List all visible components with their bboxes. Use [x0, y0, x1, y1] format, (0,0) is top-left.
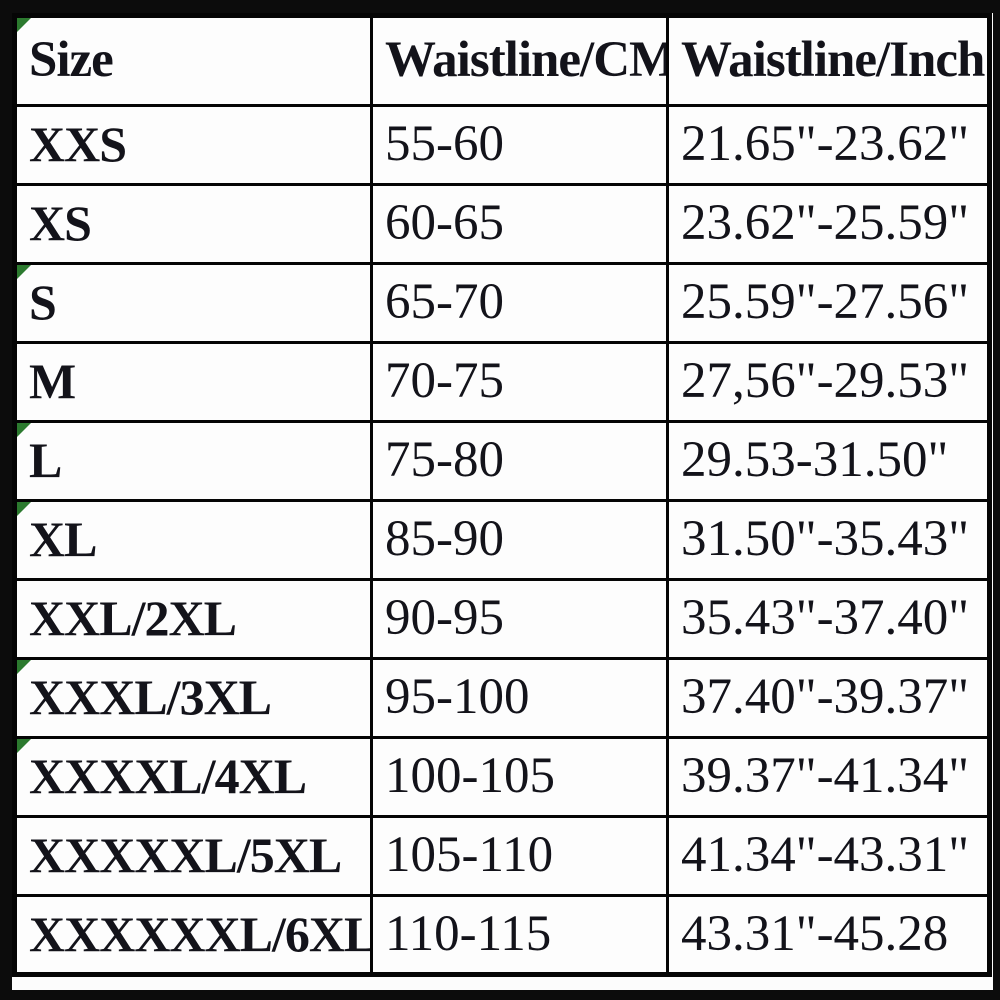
table-row: S 65-70 25.59"-27.56": [13, 262, 991, 344]
size-cell: XXXXXXL/6XL: [13, 894, 373, 976]
waistline-cm-cell: 85-90: [370, 499, 669, 581]
waistline-cm-cell: 100-105: [370, 736, 669, 818]
table-row: XXS 55-60 21.65"-23.62": [13, 104, 991, 186]
waistline-inch-cell: 21.65"-23.62": [666, 104, 991, 186]
waistline-cm-cell: 60-65: [370, 183, 669, 265]
header-cell-waistline-inch: Waistline/Inch: [666, 14, 991, 107]
waistline-inch-cell: 37.40"-39.37": [666, 657, 991, 739]
size-cell: XS: [13, 183, 373, 265]
table-row: L 75-80 29.53-31.50": [13, 420, 991, 502]
waistline-cm-cell: 55-60: [370, 104, 669, 186]
waistline-inch-cell: 31.50"-35.43": [666, 499, 991, 581]
table-row: XL 85-90 31.50"-35.43": [13, 499, 991, 581]
size-cell: XL: [13, 499, 373, 581]
waistline-cm-cell: 65-70: [370, 262, 669, 344]
size-cell: XXXXL/4XL: [13, 736, 373, 818]
waistline-inch-cell: 25.59"-27.56": [666, 262, 991, 344]
waistline-cm-cell: 110-115: [370, 894, 669, 976]
size-chart-table: Size Waistline/CM Waistline/Inch XXS 55-…: [12, 13, 992, 977]
size-cell: S: [13, 262, 373, 344]
size-cell: XXL/2XL: [13, 578, 373, 660]
header-cell-size: Size: [13, 14, 373, 107]
waistline-cm-cell: 105-110: [370, 815, 669, 897]
waistline-inch-cell: 39.37"-41.34": [666, 736, 991, 818]
waistline-cm-cell: 75-80: [370, 420, 669, 502]
size-cell: XXXXXL/5XL: [13, 815, 373, 897]
table-row: XXL/2XL 90-95 35.43"-37.40": [13, 578, 991, 660]
header-cell-waistline-cm: Waistline/CM: [370, 14, 669, 107]
waistline-inch-cell: 35.43"-37.40": [666, 578, 991, 660]
waistline-inch-cell: 27,56"-29.53": [666, 341, 991, 423]
size-cell: L: [13, 420, 373, 502]
size-cell: XXXL/3XL: [13, 657, 373, 739]
table-row: XXXXXXL/6XL 110-115 43.31"-45.28: [13, 894, 991, 976]
table-row: XXXXL/4XL 100-105 39.37"-41.34": [13, 736, 991, 818]
size-cell: M: [13, 341, 373, 423]
waistline-cm-cell: 70-75: [370, 341, 669, 423]
table-row: M 70-75 27,56"-29.53": [13, 341, 991, 423]
waistline-cm-cell: 95-100: [370, 657, 669, 739]
waistline-inch-cell: 29.53-31.50": [666, 420, 991, 502]
waistline-inch-cell: 41.34"-43.31": [666, 815, 991, 897]
size-cell: XXS: [13, 104, 373, 186]
table-row: XXXL/3XL 95-100 37.40"-39.37": [13, 657, 991, 739]
table-row: XS 60-65 23.62"-25.59": [13, 183, 991, 265]
header-row: Size Waistline/CM Waistline/Inch: [13, 14, 991, 107]
table-row: XXXXXL/5XL 105-110 41.34"-43.31": [13, 815, 991, 897]
waistline-cm-cell: 90-95: [370, 578, 669, 660]
waistline-inch-cell: 43.31"-45.28: [666, 894, 991, 976]
waistline-inch-cell: 23.62"-25.59": [666, 183, 991, 265]
spreadsheet-sheet: Size Waistline/CM Waistline/Inch XXS 55-…: [12, 13, 993, 990]
